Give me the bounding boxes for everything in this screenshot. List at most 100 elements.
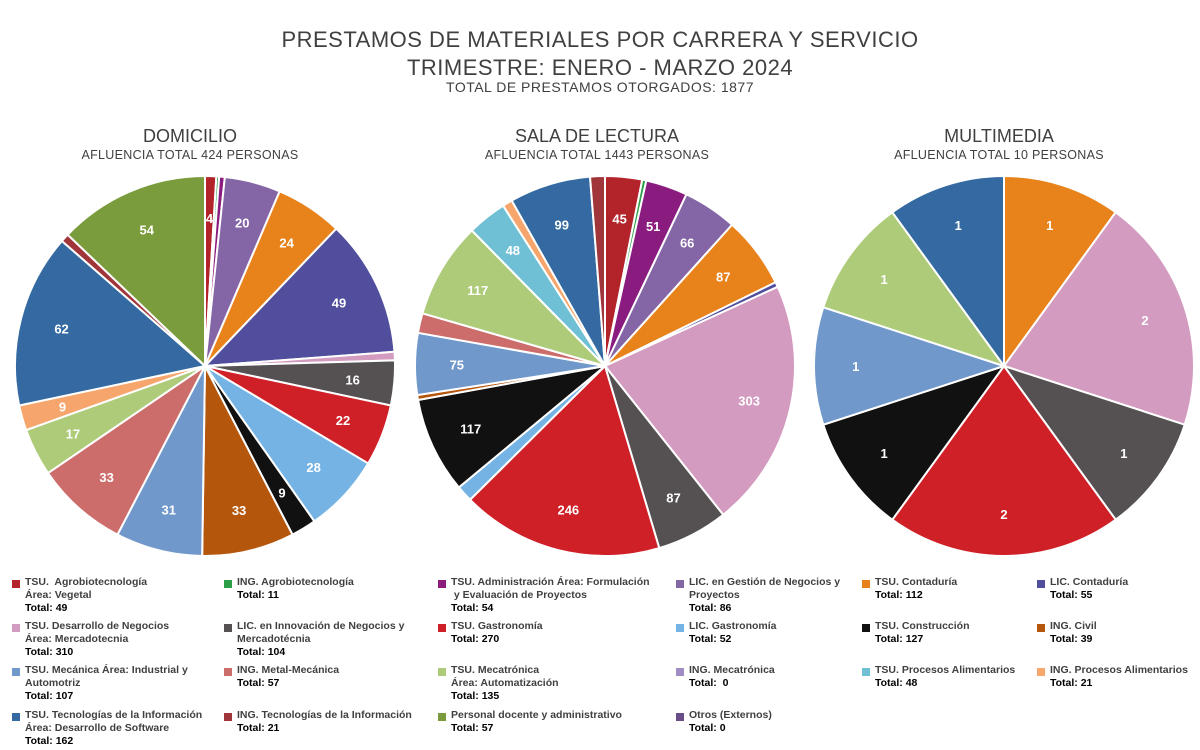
pie-slice (822, 210, 1007, 368)
slice-value-label: 246 (557, 503, 579, 518)
legend-label: TSU. Tecnologías de la Información (25, 709, 203, 721)
legend-total: Total: 127 (875, 633, 924, 645)
legend-swatch (1037, 668, 1045, 676)
slice-value-label: 1 (1120, 446, 1127, 461)
legend-swatch (12, 624, 20, 632)
legend-label: Otros (Externos) (689, 709, 772, 721)
pie-slice (1001, 364, 1186, 522)
pie-slice (588, 174, 606, 367)
legend-total: Total: 55 (1050, 589, 1093, 601)
slice-value-label: 9 (278, 486, 285, 501)
pie-title-multimedia: MULTIMEDIA (944, 126, 1054, 146)
legend-text: LIC. Contaduría Total: 55 (1050, 576, 1128, 602)
pie-subtitle-multimedia: AFLUENCIA TOTAL 10 PERSONAS (894, 148, 1104, 162)
legend-text: ING. Mecatrónica Total: 0 (689, 664, 775, 690)
legend-label: LIC. en Innovación de Negocios y (237, 620, 405, 632)
slice-value-label: 17 (66, 426, 80, 441)
legend-total: Total: 270 (451, 633, 500, 645)
legend-swatch (676, 713, 684, 721)
slice-value-label: 33 (232, 503, 246, 518)
legend-label: ING. Metal-Mecánica (237, 664, 340, 676)
legend-swatch (438, 624, 446, 632)
legend-text: TSU. Construcción Total: 127 (875, 620, 970, 646)
legend-label-line2: Mercadotécnia (237, 633, 311, 645)
legend-label: TSU. Agrobiotecnología (25, 576, 148, 588)
legend-label-line2: Área: Mercadotecnia (25, 633, 129, 645)
legend-text: Otros (Externos) Total: 0 (689, 709, 772, 735)
slice-value-label: 66 (680, 236, 694, 251)
legend-total: Total: 104 (237, 646, 286, 658)
legend-swatch (224, 713, 232, 721)
slice-value-label: 4 (206, 211, 214, 226)
legend-total: Total: 0 (689, 677, 729, 689)
legend-label: TSU. Gastronomía (451, 620, 543, 632)
legend-swatch (1037, 624, 1045, 632)
chart-title: PRESTAMOS DE MATERIALES POR CARRERA Y SE… (281, 27, 919, 52)
legend-total: Total: 57 (237, 677, 280, 689)
pie-slice (66, 174, 206, 369)
legend-text: ING. Procesos Alimentarios Total: 21 (1050, 664, 1188, 690)
legend: TSU. Agrobiotecnología Área: Vegetal Total… (0, 572, 1200, 750)
legend-swatch (438, 580, 446, 588)
slice-value-label: 1 (852, 359, 859, 374)
pie-slice (890, 174, 1005, 370)
slice-value-label: 1 (955, 218, 962, 233)
legend-swatch (224, 580, 232, 588)
slice-value-label: 87 (716, 270, 730, 285)
slice-value-label: 1 (880, 272, 887, 287)
pie-slice (421, 229, 609, 369)
legend-text: TSU. Gastronomía Total: 270 (451, 620, 543, 646)
legend-text: TSU. Mecánica Área: Industrial y Automotr… (25, 664, 188, 703)
slice-value-label: 99 (555, 217, 569, 232)
legend-swatch (224, 668, 232, 676)
pie-slice (603, 285, 796, 517)
legend-label: TSU. Administración Área: Formulación (451, 576, 650, 588)
slice-value-label: 22 (336, 413, 350, 428)
legend-total: Total: 135 (451, 690, 500, 702)
legend-label-line2: Proyectos (689, 589, 740, 601)
legend-text: LIC. en Gestión de Negocios y Proyectos To… (689, 576, 840, 615)
pie-slice (46, 365, 206, 536)
slice-value-label: 2 (1000, 507, 1007, 522)
slice-value-label: 24 (279, 235, 294, 250)
pie-subtitle-domicilio: AFLUENCIA TOTAL 424 PERSONAS (81, 148, 299, 162)
legend-total: Total: 54 (451, 602, 494, 614)
legend-total: Total: 52 (689, 633, 732, 645)
legend-label: TSU. Procesos Alimentarios (875, 664, 1016, 676)
pie-multimedia: 1 2 1 2 1 1 1 1 (813, 174, 1195, 557)
legend-text: ING. Agrobiotecnología Total: 11 (237, 576, 354, 602)
total-loans-text: TOTAL DE PRESTAMOS OTORGADOS: 1877 (446, 79, 754, 95)
legend-total: Total: 107 (25, 690, 74, 702)
slice-value-label: 20 (235, 216, 249, 231)
legend-swatch (438, 668, 446, 676)
legend-total: Total: 48 (875, 677, 918, 689)
slice-value-label: 62 (54, 322, 68, 337)
legend-text: TSU. Procesos Alimentarios Total: 48 (875, 664, 1015, 690)
legend-swatch (224, 624, 232, 632)
slice-value-label: 9 (59, 399, 66, 414)
pie-slice (202, 227, 396, 368)
pie-sala-de-lectura: 45 51 66 87 303 87 246 117 75 117 48 99 (414, 174, 796, 557)
legend-text: ING. Tecnologías de la Información Total:… (237, 709, 412, 735)
slice-value-label: 16 (345, 372, 359, 387)
legend-swatch (1037, 580, 1045, 588)
slice-value-label: 75 (450, 357, 464, 372)
legend-total: Total: 49 (25, 602, 68, 614)
legend-label: LIC. en Gestión de Negocios y (689, 576, 841, 588)
legend-label: ING. Procesos Alimentarios (1050, 664, 1188, 676)
legend-text: ING. Civil Total: 39 (1050, 620, 1097, 646)
slice-value-label: 2 (1141, 313, 1148, 328)
pie-slice (890, 364, 1118, 557)
legend-label: ING. Agrobiotecnología (237, 576, 354, 588)
slice-value-label: 49 (332, 296, 346, 311)
legend-swatch (12, 713, 20, 721)
legend-text: LIC. en Innovación de Negocios y Mercadot… (237, 620, 404, 659)
pie-slice (822, 364, 1007, 522)
legend-text: Personal docente y administrativo Total: … (451, 709, 622, 735)
slice-value-label: 87 (666, 490, 680, 505)
legend-swatch (676, 668, 684, 676)
legend-label-line2: Área: Vegetal (25, 589, 92, 601)
legend-label: LIC. Gastronomía (689, 620, 777, 632)
slice-value-label: 33 (99, 470, 113, 485)
